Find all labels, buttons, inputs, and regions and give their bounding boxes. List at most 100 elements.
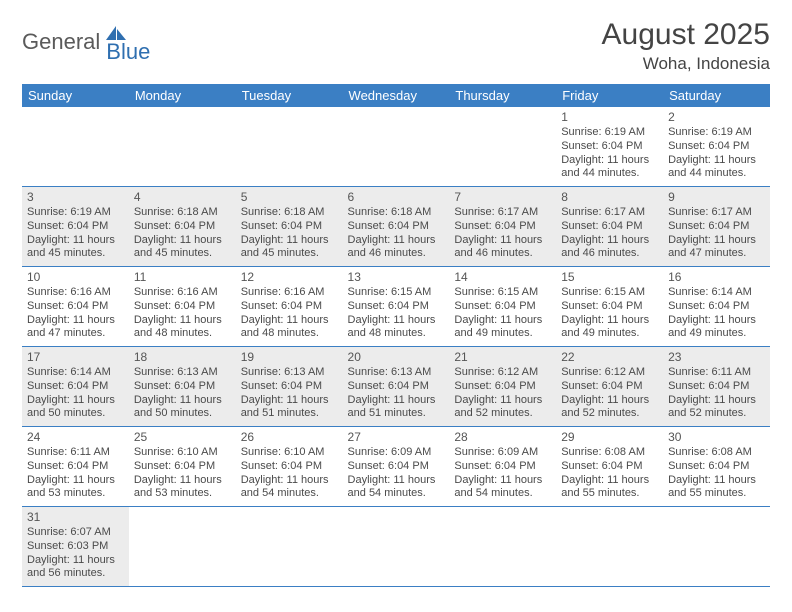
- calendar-day-cell: [449, 507, 556, 587]
- calendar-day-cell: 11Sunrise: 6:16 AMSunset: 6:04 PMDayligh…: [129, 267, 236, 347]
- sunrise-text: Sunrise: 6:17 AM: [561, 206, 658, 220]
- daylight-text: and 47 minutes.: [668, 247, 765, 261]
- daylight-text: and 51 minutes.: [241, 407, 338, 421]
- daylight-text: Daylight: 11 hours: [348, 234, 445, 248]
- sunset-text: Sunset: 6:04 PM: [561, 300, 658, 314]
- day-number: 3: [27, 190, 124, 205]
- daylight-text: Daylight: 11 hours: [561, 234, 658, 248]
- day-number: 17: [27, 350, 124, 365]
- calendar-day-cell: 12Sunrise: 6:16 AMSunset: 6:04 PMDayligh…: [236, 267, 343, 347]
- day-number: 16: [668, 270, 765, 285]
- daylight-text: Daylight: 11 hours: [668, 234, 765, 248]
- sunrise-text: Sunrise: 6:13 AM: [348, 366, 445, 380]
- day-number: 27: [348, 430, 445, 445]
- calendar-day-cell: 15Sunrise: 6:15 AMSunset: 6:04 PMDayligh…: [556, 267, 663, 347]
- day-number: 24: [27, 430, 124, 445]
- day-number: 23: [668, 350, 765, 365]
- calendar-day-cell: 13Sunrise: 6:15 AMSunset: 6:04 PMDayligh…: [343, 267, 450, 347]
- calendar-day-cell: 26Sunrise: 6:10 AMSunset: 6:04 PMDayligh…: [236, 427, 343, 507]
- calendar-day-cell: 24Sunrise: 6:11 AMSunset: 6:04 PMDayligh…: [22, 427, 129, 507]
- sunset-text: Sunset: 6:04 PM: [561, 380, 658, 394]
- daylight-text: Daylight: 11 hours: [241, 234, 338, 248]
- day-number: 29: [561, 430, 658, 445]
- sunset-text: Sunset: 6:03 PM: [27, 540, 124, 554]
- daylight-text: and 44 minutes.: [668, 167, 765, 181]
- calendar-day-cell: [449, 107, 556, 187]
- logo-text-general: General: [22, 29, 100, 55]
- calendar-day-cell: 23Sunrise: 6:11 AMSunset: 6:04 PMDayligh…: [663, 347, 770, 427]
- day-number: 18: [134, 350, 231, 365]
- calendar-day-cell: [129, 107, 236, 187]
- header: General Blue August 2025 Woha, Indonesia: [22, 18, 770, 74]
- day-number: 2: [668, 110, 765, 125]
- sunset-text: Sunset: 6:04 PM: [668, 140, 765, 154]
- logo-text-blue: Blue: [106, 39, 150, 65]
- sunrise-text: Sunrise: 6:07 AM: [27, 526, 124, 540]
- calendar-day-cell: 25Sunrise: 6:10 AMSunset: 6:04 PMDayligh…: [129, 427, 236, 507]
- day-number: 13: [348, 270, 445, 285]
- calendar-day-cell: 1Sunrise: 6:19 AMSunset: 6:04 PMDaylight…: [556, 107, 663, 187]
- daylight-text: and 48 minutes.: [241, 327, 338, 341]
- daylight-text: Daylight: 11 hours: [348, 474, 445, 488]
- calendar-day-cell: 28Sunrise: 6:09 AMSunset: 6:04 PMDayligh…: [449, 427, 556, 507]
- calendar-week-row: 3Sunrise: 6:19 AMSunset: 6:04 PMDaylight…: [22, 187, 770, 267]
- daylight-text: and 52 minutes.: [668, 407, 765, 421]
- daylight-text: and 46 minutes.: [561, 247, 658, 261]
- calendar-day-cell: [343, 107, 450, 187]
- sunset-text: Sunset: 6:04 PM: [241, 460, 338, 474]
- daylight-text: and 55 minutes.: [668, 487, 765, 501]
- calendar-day-cell: 16Sunrise: 6:14 AMSunset: 6:04 PMDayligh…: [663, 267, 770, 347]
- daylight-text: Daylight: 11 hours: [561, 154, 658, 168]
- daylight-text: Daylight: 11 hours: [668, 474, 765, 488]
- daylight-text: and 53 minutes.: [27, 487, 124, 501]
- day-number: 31: [27, 510, 124, 525]
- daylight-text: Daylight: 11 hours: [134, 234, 231, 248]
- day-header-row: Sunday Monday Tuesday Wednesday Thursday…: [22, 84, 770, 107]
- daylight-text: and 54 minutes.: [241, 487, 338, 501]
- sunset-text: Sunset: 6:04 PM: [348, 460, 445, 474]
- daylight-text: and 49 minutes.: [561, 327, 658, 341]
- sunrise-text: Sunrise: 6:08 AM: [668, 446, 765, 460]
- calendar-day-cell: 17Sunrise: 6:14 AMSunset: 6:04 PMDayligh…: [22, 347, 129, 427]
- daylight-text: and 49 minutes.: [668, 327, 765, 341]
- calendar-day-cell: 31Sunrise: 6:07 AMSunset: 6:03 PMDayligh…: [22, 507, 129, 587]
- day-number: 30: [668, 430, 765, 445]
- sunrise-text: Sunrise: 6:13 AM: [134, 366, 231, 380]
- daylight-text: Daylight: 11 hours: [134, 474, 231, 488]
- daylight-text: and 50 minutes.: [134, 407, 231, 421]
- daylight-text: Daylight: 11 hours: [241, 394, 338, 408]
- day-number: 14: [454, 270, 551, 285]
- sunset-text: Sunset: 6:04 PM: [561, 140, 658, 154]
- daylight-text: and 45 minutes.: [134, 247, 231, 261]
- calendar-day-cell: 27Sunrise: 6:09 AMSunset: 6:04 PMDayligh…: [343, 427, 450, 507]
- calendar-day-cell: 6Sunrise: 6:18 AMSunset: 6:04 PMDaylight…: [343, 187, 450, 267]
- daylight-text: and 51 minutes.: [348, 407, 445, 421]
- day-number: 9: [668, 190, 765, 205]
- sunset-text: Sunset: 6:04 PM: [668, 300, 765, 314]
- sunset-text: Sunset: 6:04 PM: [134, 460, 231, 474]
- sunset-text: Sunset: 6:04 PM: [134, 300, 231, 314]
- daylight-text: and 46 minutes.: [348, 247, 445, 261]
- day-header: Sunday: [22, 84, 129, 107]
- sunrise-text: Sunrise: 6:18 AM: [348, 206, 445, 220]
- sunrise-text: Sunrise: 6:14 AM: [27, 366, 124, 380]
- sunset-text: Sunset: 6:04 PM: [241, 220, 338, 234]
- daylight-text: Daylight: 11 hours: [454, 314, 551, 328]
- sunrise-text: Sunrise: 6:19 AM: [561, 126, 658, 140]
- daylight-text: and 54 minutes.: [454, 487, 551, 501]
- sunrise-text: Sunrise: 6:10 AM: [241, 446, 338, 460]
- calendar-day-cell: 5Sunrise: 6:18 AMSunset: 6:04 PMDaylight…: [236, 187, 343, 267]
- sunrise-text: Sunrise: 6:15 AM: [454, 286, 551, 300]
- calendar-day-cell: 8Sunrise: 6:17 AMSunset: 6:04 PMDaylight…: [556, 187, 663, 267]
- day-number: 21: [454, 350, 551, 365]
- title-block: August 2025 Woha, Indonesia: [602, 18, 770, 74]
- day-number: 26: [241, 430, 338, 445]
- daylight-text: Daylight: 11 hours: [27, 314, 124, 328]
- calendar-day-cell: 2Sunrise: 6:19 AMSunset: 6:04 PMDaylight…: [663, 107, 770, 187]
- calendar-day-cell: 18Sunrise: 6:13 AMSunset: 6:04 PMDayligh…: [129, 347, 236, 427]
- daylight-text: and 54 minutes.: [348, 487, 445, 501]
- calendar-day-cell: [22, 107, 129, 187]
- sunset-text: Sunset: 6:04 PM: [454, 220, 551, 234]
- calendar-day-cell: 3Sunrise: 6:19 AMSunset: 6:04 PMDaylight…: [22, 187, 129, 267]
- day-number: 28: [454, 430, 551, 445]
